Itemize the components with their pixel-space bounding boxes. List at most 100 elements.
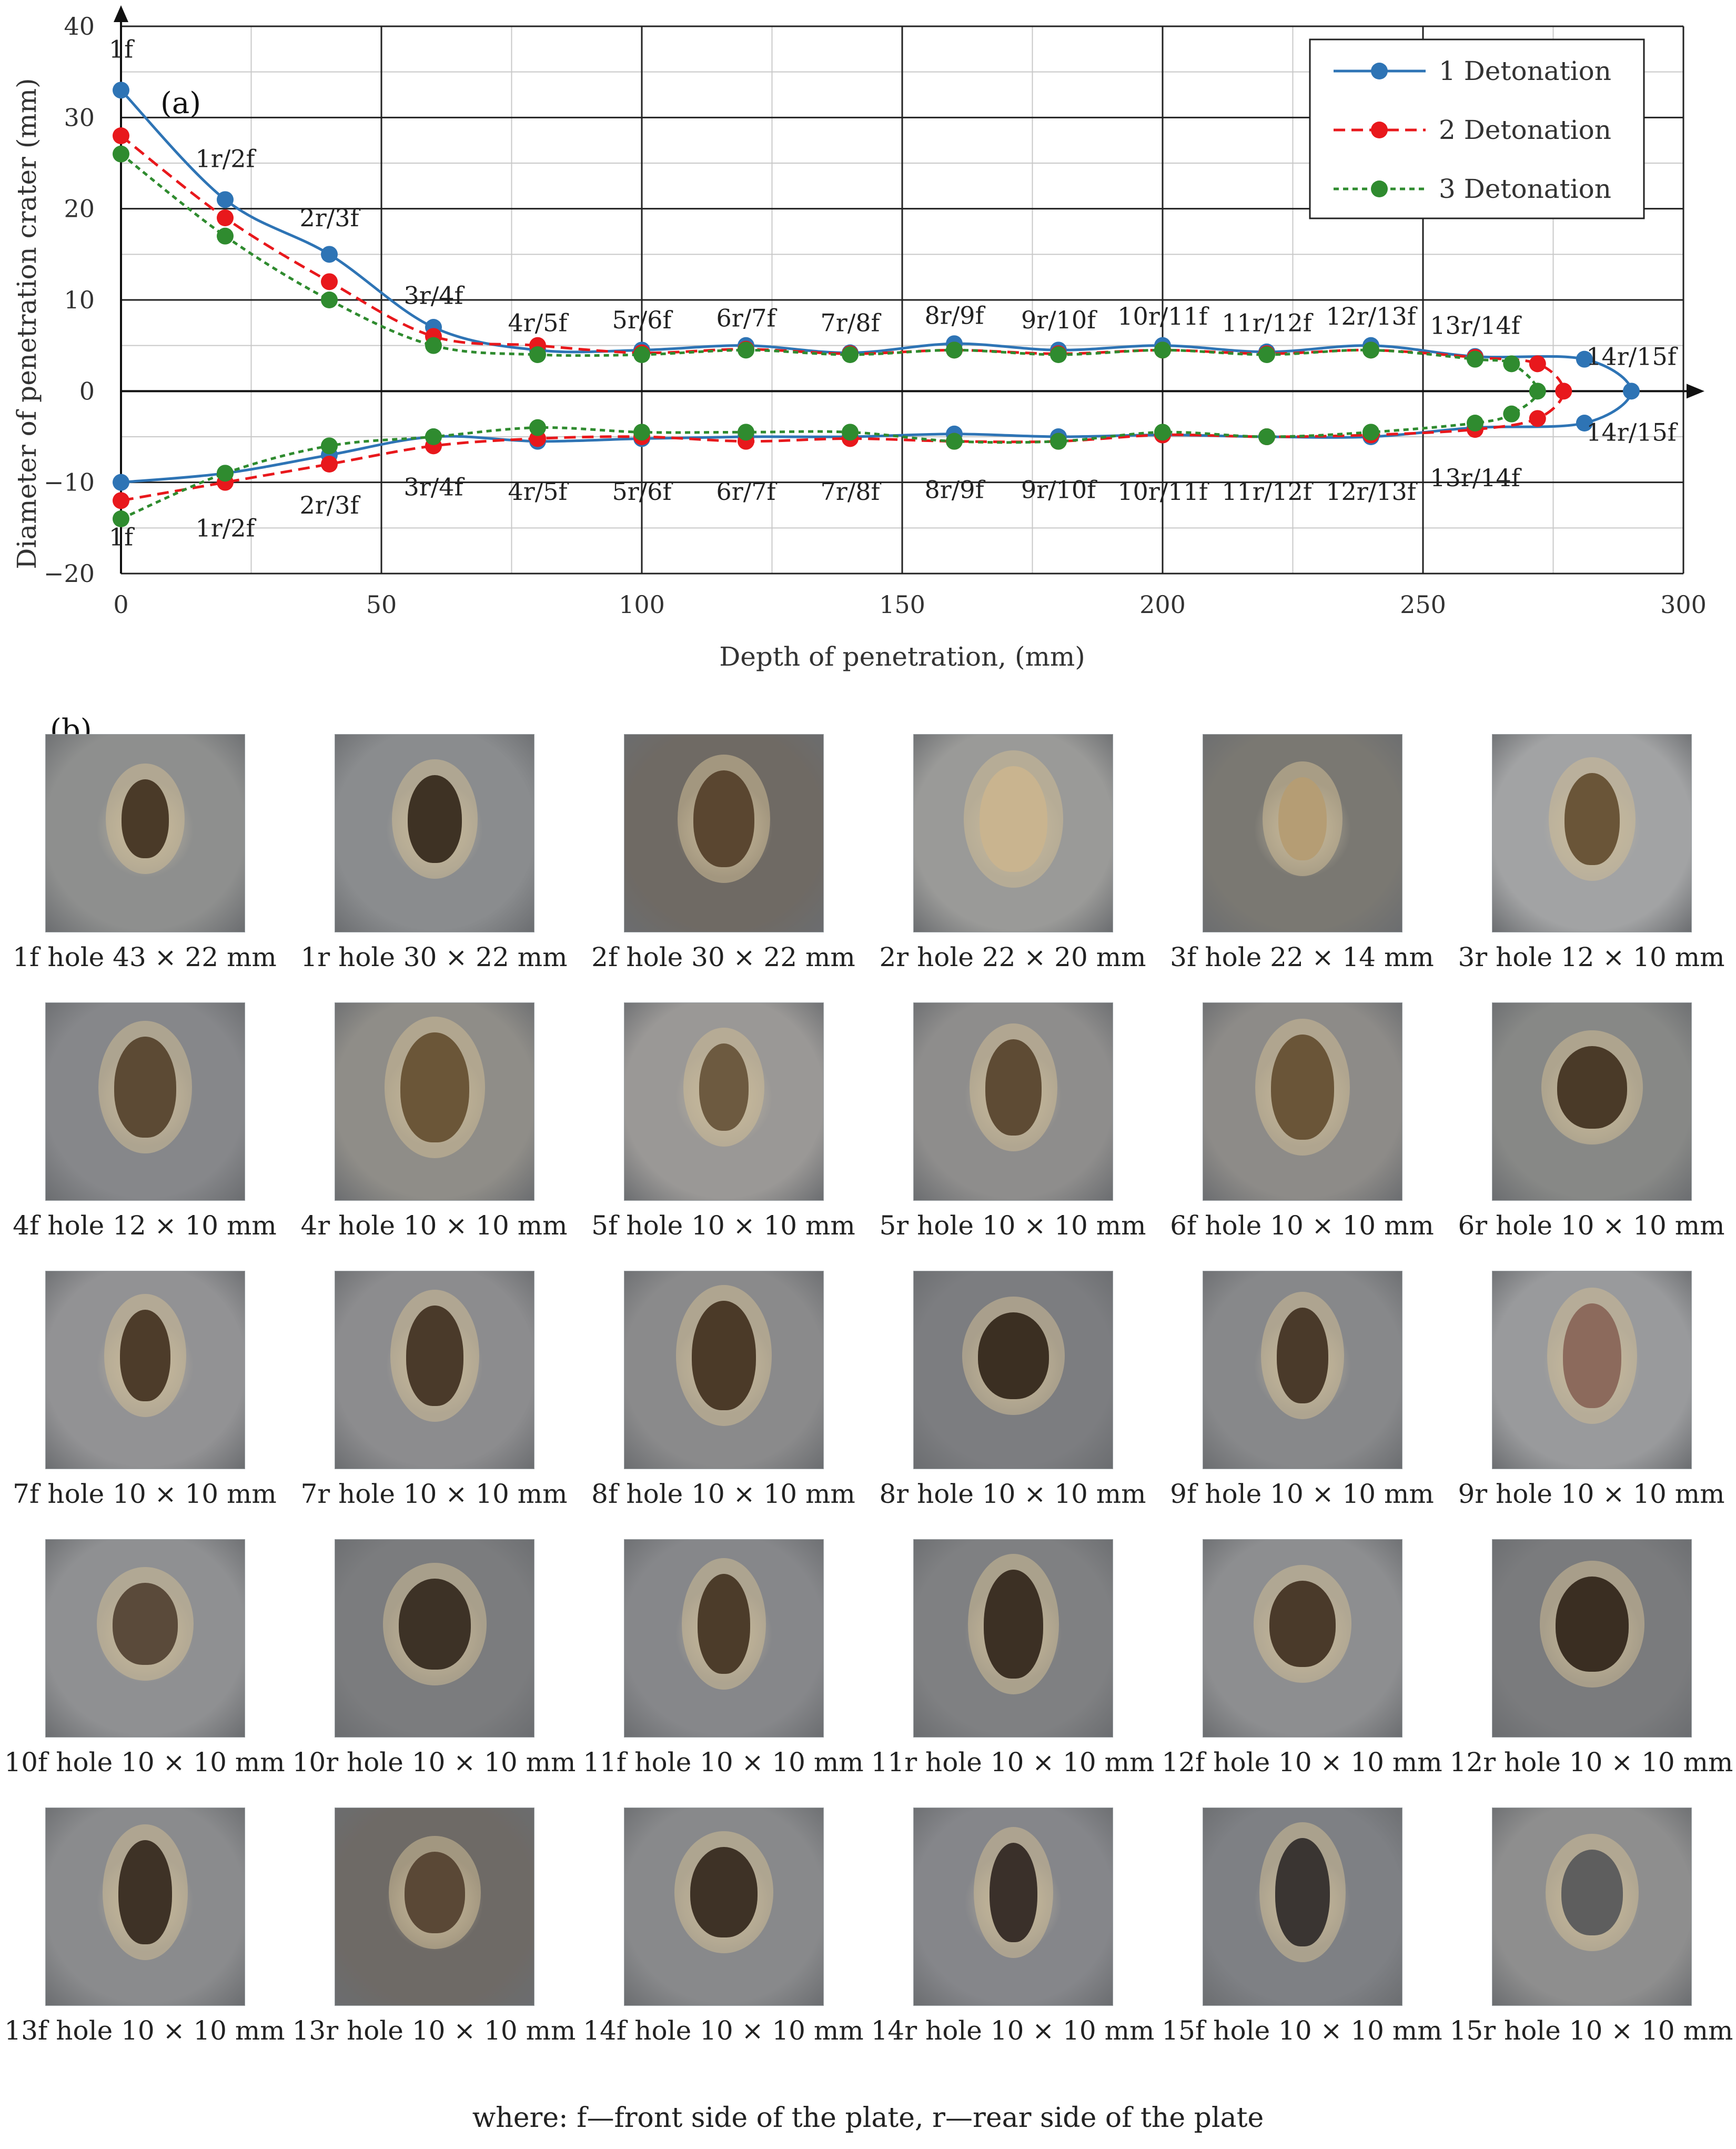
point-label: 5r/6f	[612, 306, 673, 334]
photo-caption: 2f hole 30 × 22 mm	[591, 942, 855, 972]
hole-photo	[624, 734, 824, 932]
photo-caption: 5r hole 10 × 10 mm	[879, 1210, 1146, 1241]
hole-photo	[1492, 1539, 1692, 1738]
photo-caption: 2r hole 22 × 20 mm	[879, 942, 1146, 972]
photo-caption: 7f hole 10 × 10 mm	[13, 1479, 277, 1509]
hole	[1278, 777, 1327, 860]
hole-photo	[913, 1002, 1113, 1201]
x-tick-label: 150	[879, 590, 925, 619]
data-point	[113, 510, 129, 527]
hole	[989, 1842, 1037, 1942]
photo-cell: 2r hole 22 × 20 mm	[868, 721, 1157, 989]
x-axis-title: Depth of penetration, (mm)	[719, 641, 1085, 672]
point-label: 6r/7f	[716, 304, 777, 333]
photo-caption: 1f hole 43 × 22 mm	[13, 942, 277, 972]
point-label: 2r/3f	[299, 491, 360, 519]
data-point	[1050, 433, 1067, 450]
photo-caption: 3f hole 22 × 14 mm	[1170, 942, 1434, 972]
hole-photo	[913, 1271, 1113, 1469]
hole-photo	[1203, 1002, 1402, 1201]
data-point	[529, 346, 546, 363]
hole-photo	[913, 1539, 1113, 1738]
photo-caption: 11f hole 10 × 10 mm	[583, 1747, 864, 1778]
data-point	[321, 437, 338, 455]
hole	[1562, 1303, 1621, 1408]
hole	[1561, 1849, 1623, 1935]
data-point	[1529, 410, 1546, 427]
hole-photo	[45, 1807, 245, 2006]
x-tick-label: 250	[1400, 590, 1446, 619]
photo-cell: 11r hole 10 × 10 mm	[868, 1526, 1157, 1794]
photo-cell: 4f hole 12 × 10 mm	[0, 989, 289, 1258]
data-point	[1258, 346, 1275, 363]
y-tick-label: −20	[44, 559, 95, 588]
photo-caption: 14r hole 10 × 10 mm	[871, 2015, 1155, 2046]
photo-caption: 13f hole 10 × 10 mm	[4, 2015, 285, 2046]
photo-cell: 12r hole 10 × 10 mm	[1447, 1526, 1736, 1794]
hole	[400, 1032, 469, 1142]
y-axis-title: Diameter of penetration crater (mm)	[12, 78, 42, 569]
photo-caption: 4f hole 12 × 10 mm	[13, 1210, 277, 1241]
hole-photo	[1492, 1807, 1692, 2006]
point-labels: 1f 1r/2f 2r/3f 3r/4f 4r/5f 5r/6f 6r/7f 7r/8f 8r/…	[109, 35, 1678, 551]
hole	[406, 1305, 463, 1406]
hole	[983, 1569, 1043, 1679]
hole-photo	[45, 1539, 245, 1738]
hole	[690, 1847, 758, 1937]
photo-caption: 14f hole 10 × 10 mm	[583, 2015, 864, 2046]
photo-caption: 10r hole 10 × 10 mm	[292, 1747, 576, 1778]
photo-caption: 6r hole 10 × 10 mm	[1458, 1210, 1725, 1241]
point-label: 9r/10f	[1021, 306, 1097, 334]
hole	[120, 1310, 170, 1401]
point-label: 1r/2f	[195, 144, 256, 173]
data-point	[321, 246, 338, 263]
hole-photo	[1203, 1807, 1402, 2006]
photo-cell: 10r hole 10 × 10 mm	[289, 1526, 579, 1794]
data-point	[113, 474, 129, 491]
point-label: 1r/2f	[195, 514, 256, 542]
hole-photo	[913, 734, 1113, 932]
point-label: 7r/8f	[820, 477, 881, 506]
photo-cell: 8r hole 10 × 10 mm	[868, 1258, 1157, 1526]
legend-marker	[1371, 63, 1388, 79]
data-point	[842, 346, 859, 363]
data-point	[321, 292, 338, 308]
point-label: 1f	[109, 523, 135, 551]
photo-cell: 14f hole 10 × 10 mm	[579, 1794, 868, 2063]
photo-caption: 8r hole 10 × 10 mm	[879, 1479, 1146, 1509]
hole	[1275, 1838, 1330, 1946]
point-label: 13r/14f	[1430, 312, 1522, 340]
hole	[122, 779, 169, 858]
photo-cell: 4r hole 10 × 10 mm	[289, 989, 579, 1258]
hole	[1555, 1576, 1629, 1672]
data-point	[1576, 350, 1593, 368]
point-label: 14r/15f	[1586, 418, 1678, 446]
data-point	[842, 424, 859, 441]
point-label: 12r/13f	[1326, 477, 1418, 506]
data-point	[1154, 424, 1171, 441]
legend-label: 1 Detonation	[1439, 56, 1611, 86]
data-point	[425, 337, 442, 354]
photo-cell: 10f hole 10 × 10 mm	[0, 1526, 289, 1794]
hole-photo	[1203, 1271, 1402, 1469]
hole-photo	[45, 734, 245, 932]
photo-cell: 3f hole 22 × 14 mm	[1157, 721, 1447, 989]
hole-photo	[624, 1002, 824, 1201]
photo-cell: 1f hole 43 × 22 mm	[0, 721, 289, 989]
hole	[1557, 1046, 1627, 1129]
hole-photo	[1492, 1271, 1692, 1469]
photo-cell: 15r hole 10 × 10 mm	[1447, 1794, 1736, 2063]
series-layer	[113, 82, 1640, 527]
data-point	[1529, 383, 1546, 400]
point-label: 8r/9f	[924, 301, 985, 329]
point-label: 11r/12f	[1222, 477, 1314, 506]
hole-photo	[335, 1271, 534, 1469]
point-label: 12r/13f	[1326, 302, 1418, 330]
photo-cell: 5f hole 10 × 10 mm	[579, 989, 868, 1258]
hole	[1564, 772, 1620, 865]
photo-caption: 3r hole 12 × 10 mm	[1458, 942, 1725, 972]
hole-photo	[1203, 1539, 1402, 1738]
x-tick-label: 0	[113, 590, 128, 619]
hole-photo	[335, 1807, 534, 2006]
